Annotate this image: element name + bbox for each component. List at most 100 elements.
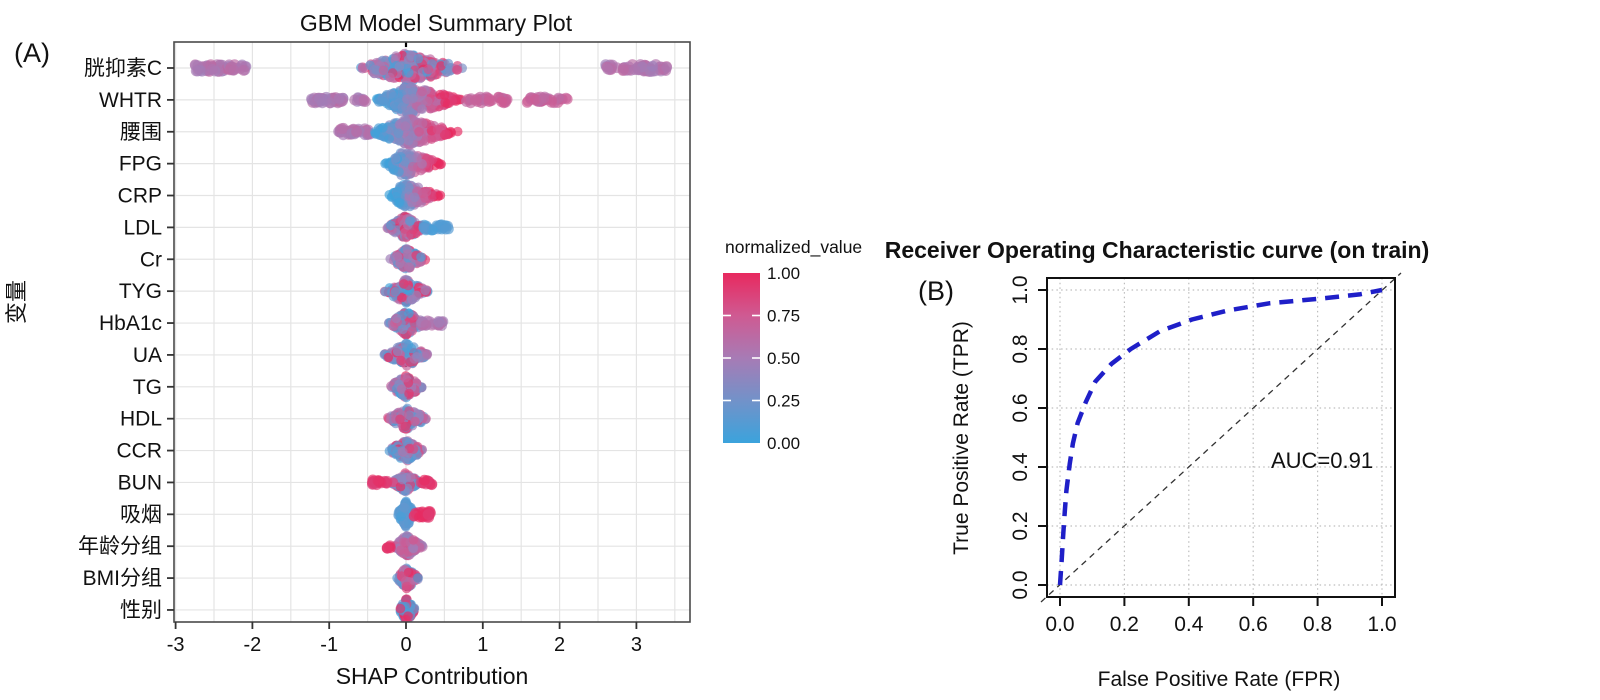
y-category-label: BMI分组 <box>83 567 162 590</box>
plot-b-title: Receiver Operating Characteristic curve … <box>885 237 1430 263</box>
x-tick-label: -1 <box>320 634 338 656</box>
shap-point <box>417 159 427 169</box>
shap-point <box>387 444 398 455</box>
x-tick-label: 0.0 <box>1045 613 1074 636</box>
shap-point <box>452 65 462 75</box>
y-category-label: TG <box>133 376 162 399</box>
roc-axis-labels: 0.0 0.0 0.2 0.2 0.4 0.4 0.6 0.6 0.8 0.8 1.0 1.0 <box>1009 275 1397 636</box>
y-category-label: WHTR <box>99 89 162 112</box>
shap-point <box>372 475 384 487</box>
shap-point <box>417 118 428 128</box>
x-tick-label: -3 <box>167 634 185 656</box>
shap-point <box>400 372 411 383</box>
shap-point <box>398 447 408 457</box>
shap-point <box>385 72 395 83</box>
shap-point <box>410 416 420 427</box>
shap-point <box>394 197 404 208</box>
colorbar-tick-label: 0.50 <box>767 349 800 368</box>
shap-point <box>397 292 407 303</box>
shap-point <box>393 128 404 139</box>
shap-point <box>399 548 409 559</box>
roc-curve <box>1057 287 1383 586</box>
shap-point <box>422 349 433 359</box>
shap-point <box>317 97 328 109</box>
shap-point <box>407 326 418 336</box>
shap-point <box>384 134 395 144</box>
y-category-label: 胱抑素C <box>84 57 162 80</box>
shap-point <box>392 252 403 262</box>
panel-a-label: (A) <box>14 38 50 68</box>
shap-point <box>414 127 424 137</box>
shap-point <box>408 543 419 553</box>
shap-point <box>390 287 401 297</box>
shap-point <box>421 186 432 197</box>
shap-point <box>432 124 443 135</box>
plot-a-ylabel: 变量 <box>4 280 29 324</box>
shap-point <box>403 54 414 65</box>
shap-point <box>351 126 362 138</box>
shap-point <box>440 97 450 108</box>
shap-point <box>400 503 411 514</box>
shap-point <box>483 96 495 107</box>
y-category-label: TYG <box>119 280 162 303</box>
panel-border <box>1046 277 1396 598</box>
shap-point <box>530 94 541 105</box>
shap-point <box>391 51 401 61</box>
shap-point <box>190 65 202 77</box>
shap-point <box>435 190 446 201</box>
shap-point <box>390 153 401 163</box>
x-tick-label: 0.2 <box>1110 613 1139 636</box>
shap-point <box>392 346 403 357</box>
roc-curves <box>1040 272 1402 603</box>
y-category-label: Cr <box>140 248 162 271</box>
shap-point <box>400 421 411 432</box>
shap-point <box>382 542 393 554</box>
shap-point <box>419 474 430 486</box>
shap-point <box>394 61 405 72</box>
shap-point <box>401 581 412 592</box>
shap-point <box>378 96 389 107</box>
shap-point <box>357 63 368 74</box>
shap-point <box>358 94 370 106</box>
shap-point <box>324 97 336 109</box>
shap-point <box>370 128 381 139</box>
y-category-label: 腰围 <box>120 121 162 144</box>
y-category-label: HbA1c <box>99 312 162 335</box>
shap-point <box>399 156 410 167</box>
shap-point <box>435 89 445 100</box>
legend-title: normalized_value <box>725 237 862 258</box>
shap-point <box>398 537 409 547</box>
y-tick-label: 0.0 <box>1009 570 1032 599</box>
shap-point <box>404 185 415 195</box>
shap-point <box>538 92 550 104</box>
shap-point <box>395 603 406 614</box>
roc-frame <box>1046 277 1396 598</box>
shap-point <box>416 252 426 262</box>
shap-point <box>403 262 414 272</box>
shap-point <box>403 567 414 578</box>
y-category-label: 性别 <box>120 599 162 622</box>
chance-diagonal-line <box>1040 272 1402 603</box>
y-category-label: CCR <box>117 440 163 463</box>
colorbar-tick-label: 0.75 <box>767 307 800 326</box>
shap-point <box>391 313 402 324</box>
x-tick-label: 0 <box>400 634 411 656</box>
shap-point <box>441 129 452 140</box>
shap-point <box>422 96 433 107</box>
shap-point <box>406 230 416 240</box>
shap-point <box>408 535 419 545</box>
shap-point <box>207 64 218 75</box>
shap-point <box>409 192 420 203</box>
shap-point <box>426 134 437 144</box>
shap-point <box>405 216 415 226</box>
shap-point <box>433 316 445 328</box>
shap-point <box>422 509 434 520</box>
shap-point <box>394 135 405 146</box>
plot-a-title: GBM Model Summary Plot <box>300 10 573 36</box>
shap-point <box>496 96 507 108</box>
shap-point <box>397 474 408 485</box>
y-category-label: 年龄分组 <box>78 535 162 558</box>
plot-b-ylabel: True Positive Rate (TPR) <box>950 321 973 555</box>
shap-point <box>426 224 438 236</box>
shap-point <box>408 444 419 455</box>
